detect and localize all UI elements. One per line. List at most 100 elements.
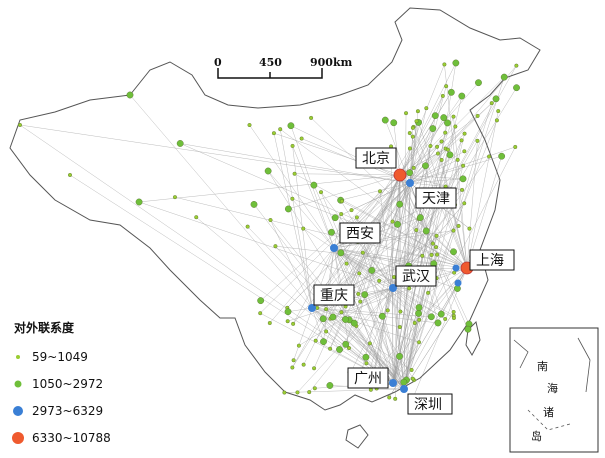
connection-line <box>466 140 478 269</box>
city-node <box>264 167 272 175</box>
city-node <box>434 319 442 327</box>
city-node <box>417 340 422 345</box>
city-node <box>326 382 334 389</box>
city-node <box>461 163 466 168</box>
connection-line <box>333 247 385 377</box>
city-node <box>429 252 434 257</box>
city-name: 天津 <box>422 191 450 207</box>
inset-label-char-2: 海 <box>547 381 558 395</box>
city-node <box>267 321 272 326</box>
city-node-guangzhou <box>389 379 397 387</box>
city-node <box>410 125 415 130</box>
connection-line <box>392 287 415 324</box>
connection-line <box>392 146 516 384</box>
city-node <box>445 147 450 152</box>
city-node <box>390 219 395 224</box>
scale-tick-900: 900 <box>310 56 333 69</box>
connection-line <box>356 174 401 326</box>
city-node <box>435 252 440 257</box>
connection-line <box>19 124 405 390</box>
connection-line <box>311 307 340 350</box>
city-node <box>397 325 402 330</box>
city-node <box>393 396 398 401</box>
city-node <box>415 304 423 311</box>
city-node <box>451 309 456 314</box>
city-node <box>417 317 422 322</box>
connection-line <box>441 159 468 269</box>
city-node <box>273 244 278 249</box>
connection-line <box>392 120 498 384</box>
city-node <box>455 157 460 162</box>
connection-line <box>409 182 434 244</box>
connection-line <box>360 287 394 302</box>
connection-line <box>409 151 465 184</box>
city-node <box>342 316 349 323</box>
connection-line <box>267 170 405 390</box>
city-node <box>278 127 283 132</box>
city-node <box>328 346 333 351</box>
connection-line <box>288 174 401 210</box>
city-node <box>439 157 444 162</box>
city-node <box>407 146 412 151</box>
legend-label-class-4: 6330~10788 <box>32 431 111 445</box>
city-node <box>443 130 448 135</box>
connection-line <box>403 62 457 390</box>
scale-tick-0: 0 <box>214 56 222 69</box>
city-node <box>422 162 429 170</box>
city-label-shenzhen: 深圳 <box>407 393 453 415</box>
city-node <box>414 228 419 233</box>
connection-line <box>303 228 394 289</box>
hainan-island <box>345 424 369 449</box>
city-node <box>176 140 184 147</box>
city-node <box>290 143 295 148</box>
connection-line <box>287 182 411 308</box>
city-node <box>442 62 447 67</box>
city-node <box>342 340 350 348</box>
city-node <box>489 101 494 106</box>
city-node <box>336 346 343 353</box>
connection-line <box>369 343 405 390</box>
city-node <box>295 390 300 395</box>
connection-line <box>297 287 394 393</box>
city-node-wuhan <box>389 284 397 292</box>
city-node <box>407 286 412 291</box>
city-node <box>296 343 301 348</box>
city-node <box>475 79 482 87</box>
city-node <box>500 73 508 81</box>
connection-line <box>270 219 313 309</box>
city-node <box>440 114 448 122</box>
city-node <box>443 317 448 322</box>
connection-line <box>333 76 505 249</box>
city-node <box>435 144 440 149</box>
connection-line <box>395 174 401 399</box>
connection-line <box>345 174 401 345</box>
city-node <box>462 201 467 206</box>
connection-line <box>392 122 448 384</box>
connection-line <box>397 174 401 225</box>
connection-line <box>196 217 394 384</box>
city-node <box>339 310 344 315</box>
city-node <box>364 361 369 366</box>
connection-line <box>403 311 454 390</box>
city-node <box>362 353 370 361</box>
city-node-extra-1 <box>452 264 460 272</box>
city-node <box>496 109 501 114</box>
legend-marker-class-2 <box>14 380 22 388</box>
city-node <box>459 138 464 143</box>
legend-marker-class-1 <box>16 355 20 359</box>
connection-line <box>139 174 401 203</box>
connection-line <box>399 62 457 176</box>
legend-label-class-1: 59~1049 <box>32 350 88 364</box>
connection-line <box>313 174 401 369</box>
connection-line <box>399 174 442 315</box>
connection-line <box>392 272 400 384</box>
city-node <box>257 297 265 305</box>
connection-line <box>428 267 468 293</box>
city-node <box>487 154 492 159</box>
city-node <box>494 118 499 123</box>
connection-line <box>335 182 411 218</box>
connection-line <box>419 267 468 320</box>
city-label-beijing: 北京 <box>355 147 397 169</box>
city-label-guangzhou: 广州 <box>347 367 389 389</box>
city-node <box>312 366 317 371</box>
